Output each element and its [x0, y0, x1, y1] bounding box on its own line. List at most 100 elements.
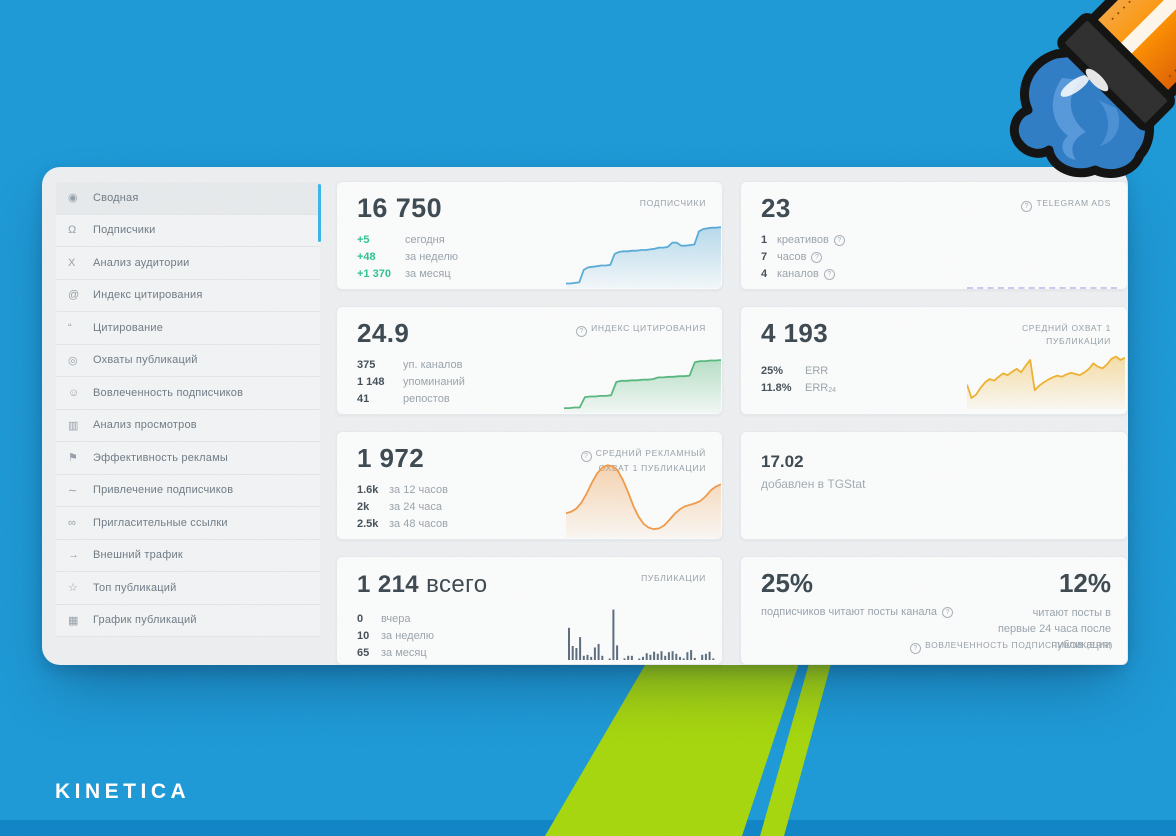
top-posts-icon: ☆: [68, 582, 78, 595]
stat-value: 25%: [761, 365, 784, 377]
sidebar-item[interactable]: ▥ Анализ просмотров: [56, 409, 320, 442]
avg-ad-reach-card: 1 972 ? СРЕДНИЙ РЕКЛАМНЫЙ ОХВАТ 1 ПУБЛИКА…: [336, 431, 723, 540]
stat-row: 65 за месяц: [357, 647, 434, 659]
citation-index-stats: 375 уп. каналов 1 148 упоминаний 41 репо…: [357, 359, 465, 410]
sidebar-item[interactable]: ⚑ Эффективность рекламы: [56, 442, 320, 475]
citation-icon: “: [68, 321, 72, 334]
stat-label: за месяц: [405, 268, 451, 280]
subscribers-card: 16 750 ПОДПИСЧИКИ +5 сегодня +48 за неде…: [336, 181, 723, 290]
stat-label: за месяц: [381, 647, 427, 659]
engagement-card: 25% подписчиков читают посты канала? 12%…: [740, 556, 1128, 665]
sidebar-item[interactable]: ∼ Привлечение подписчиков: [56, 474, 320, 507]
sidebar-item-label: Внешний трафик: [93, 549, 183, 562]
stat-value: 1.6k: [357, 484, 379, 496]
stat-row: 7 часов?: [761, 251, 845, 263]
info-icon[interactable]: ?: [910, 643, 922, 654]
sidebar-item[interactable]: Ω Подписчики: [56, 214, 320, 247]
stat-value: 1: [761, 234, 768, 246]
stat-label: за неделю: [381, 630, 435, 642]
engagement-footer: ? ВОВЛЕЧЕННОСТЬ ПОДПИСЧИКОВ (ERR): [910, 640, 1113, 654]
publications-stats: 0 вчера 10 за неделю 65 за месяц: [357, 613, 434, 664]
card-title: ? TELEGRAM ADS: [1021, 197, 1111, 212]
engagement-right-value: 12%: [1058, 568, 1111, 598]
added-date-value: 17.02: [761, 452, 804, 471]
stat-row: 10 за неделю: [357, 630, 434, 642]
sidebar-item-label: Индекс цитирования: [93, 289, 203, 302]
engagement-left-value: 25%: [761, 568, 814, 598]
sidebar-item[interactable]: ☺ Вовлеченность подписчиков: [56, 377, 320, 410]
dashboard-panel: ◉ Сводная Ω Подписчики X Анализ аудитори…: [42, 167, 1128, 665]
invite-links-icon: ∞: [68, 516, 76, 529]
engagement-icon: ☺: [68, 386, 80, 399]
subscribers-stats: +5 сегодня +48 за неделю +1 370 за месяц: [357, 234, 458, 285]
stat-value: 375: [357, 359, 376, 371]
sidebar: ◉ Сводная Ω Подписчики X Анализ аудитори…: [56, 182, 321, 637]
stat-row: 4 каналов?: [761, 268, 845, 280]
stat-row: 375 уп. каналов: [357, 359, 465, 371]
avg-reach-card: 4 193 СРЕДНИЙ ОХВАТ 1 ПУБЛИКАЦИИ 25% ERR…: [740, 306, 1128, 415]
subscribers-sparkline: [566, 218, 722, 288]
publications-card: 1 214 всего ПУБЛИКАЦИИ 0 вчера 10 за неде…: [336, 556, 723, 665]
stat-row: 1 креативов?: [761, 234, 845, 246]
stat-value: 10: [357, 630, 370, 642]
sidebar-item[interactable]: ▦ График публикаций: [56, 604, 320, 637]
stat-row: 2k за 24 часа: [357, 501, 448, 513]
sidebar-item[interactable]: “ Цитирование: [56, 312, 320, 345]
stat-row: +5 сегодня: [357, 234, 458, 246]
sidebar-item-label: Привлечение подписчиков: [93, 484, 234, 497]
sidebar-item-label: Анализ просмотров: [93, 419, 197, 432]
info-icon[interactable]: ?: [833, 234, 845, 246]
info-icon[interactable]: ?: [1021, 201, 1033, 212]
avg-reach-sparkline: [966, 345, 1126, 409]
sidebar-item[interactable]: ◎ Охваты публикаций: [56, 344, 320, 377]
stat-row: +1 370 за месяц: [357, 268, 458, 280]
info-icon[interactable]: ?: [942, 606, 954, 618]
stat-row: 41 репостов: [357, 393, 465, 405]
stat-row: +48 за неделю: [357, 251, 458, 263]
sidebar-scrollbar-thumb[interactable]: [318, 184, 321, 242]
views-icon: ▥: [68, 419, 79, 432]
stat-label: каналов?: [777, 268, 835, 280]
sidebar-item[interactable]: ☆ Топ публикаций: [56, 572, 320, 605]
audience-icon: X: [68, 256, 76, 269]
telegram-ads-stats: 1 креативов? 7 часов? 4 каналов?: [761, 234, 845, 285]
sidebar-item-label: Эффективность рекламы: [93, 451, 228, 464]
citation-sparkline: [564, 347, 722, 413]
sidebar-item[interactable]: ◉ Сводная: [56, 182, 320, 215]
publications-bar-chart: [568, 604, 716, 660]
avg-ad-reach-value: 1 972: [357, 443, 425, 473]
engagement-left-label: подписчиков читают посты канала?: [761, 606, 954, 618]
dashed-underline-decoration: [967, 287, 1117, 289]
engagement-left-block: 25% подписчиков читают посты канала?: [761, 568, 954, 618]
stat-value: 2.5k: [357, 518, 379, 530]
stat-label: часов?: [777, 251, 823, 263]
stat-value: +48: [357, 251, 376, 263]
info-icon[interactable]: ?: [576, 326, 588, 337]
citation-index-icon: @: [68, 289, 80, 302]
publications-value: 1 214 всего: [357, 571, 488, 598]
schedule-icon: ▦: [68, 614, 79, 627]
sidebar-item[interactable]: @ Индекс цитирования: [56, 279, 320, 312]
stat-label: за 12 часов: [389, 484, 448, 496]
citation-index-card: 24.9 ? ИНДЕКС ЦИТИРОВАНИЯ 375 уп. каналов…: [336, 306, 723, 415]
stat-row: 11.8% ERR 24: [761, 382, 836, 394]
stat-label: ERR 24: [805, 382, 837, 394]
stat-value: 11.8%: [761, 382, 792, 394]
added-date-label: добавлен в TGStat: [761, 477, 866, 491]
card-title: ПУБЛИКАЦИИ: [641, 573, 706, 583]
info-icon[interactable]: ?: [823, 268, 835, 280]
subscribers-icon: Ω: [68, 224, 77, 237]
info-icon[interactable]: ?: [811, 251, 823, 263]
sidebar-item[interactable]: ∞ Пригласительные ссылки: [56, 507, 320, 540]
sidebar-item[interactable]: X Анализ аудитории: [56, 247, 320, 280]
sidebar-item[interactable]: → Внешний трафик: [56, 539, 320, 572]
stat-label: за 48 часов: [389, 518, 448, 530]
acquisition-icon: ∼: [68, 484, 78, 497]
stat-label: упоминаний: [403, 376, 465, 388]
ads-icon: ⚑: [68, 452, 78, 465]
green-stripe-wide: [545, 660, 800, 836]
telegram-ads-value: 23: [761, 193, 791, 223]
stat-label: уп. каналов: [403, 359, 463, 371]
card-title: ПОДПИСЧИКИ: [639, 198, 706, 208]
stat-row: 25% ERR: [761, 365, 836, 377]
